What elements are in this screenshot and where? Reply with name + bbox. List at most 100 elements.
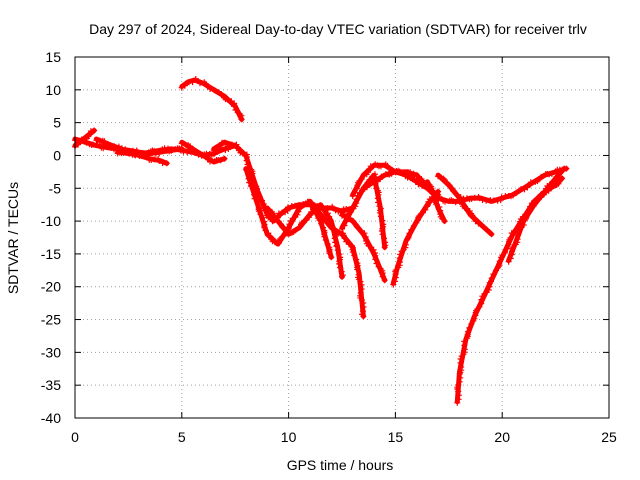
data-point-marker (322, 217, 329, 224)
data-point-marker (271, 239, 278, 246)
y-tick-label: 5 (53, 115, 61, 131)
data-point-marker (321, 233, 328, 240)
data-point-marker (509, 244, 516, 251)
data-point-marker (436, 204, 443, 210)
data-point-marker (471, 315, 478, 322)
data-point-marker (407, 175, 414, 182)
data-point-marker (360, 313, 367, 320)
data-point-marker (408, 226, 415, 233)
y-tick-label: 10 (45, 82, 61, 98)
series-arc-17 (424, 179, 448, 225)
data-point-marker (259, 197, 265, 204)
data-point-marker (244, 161, 251, 168)
data-point-marker (441, 218, 448, 225)
data-point-marker (122, 149, 129, 155)
data-point-marker (433, 201, 440, 208)
data-point-marker (318, 220, 325, 227)
data-point-marker (294, 211, 301, 218)
y-tick-label: -40 (41, 410, 61, 426)
data-point-marker (238, 116, 245, 123)
data-point-marker (178, 140, 185, 147)
data-point-marker (126, 150, 133, 157)
data-point-marker (455, 382, 462, 388)
data-point-marker (378, 173, 385, 180)
data-point-marker (488, 231, 495, 238)
series-arc-11 (339, 212, 388, 284)
x-tick-label: 20 (494, 429, 510, 445)
series-arc-5 (178, 139, 228, 165)
data-point-marker (231, 103, 238, 110)
data-point-marker (335, 208, 342, 215)
data-series (72, 76, 570, 406)
data-point-marker (354, 224, 361, 231)
data-point-marker (207, 86, 214, 92)
data-point-marker (476, 303, 483, 310)
data-point-marker (307, 212, 314, 218)
data-point-marker (339, 273, 345, 280)
data-point-marker (334, 247, 341, 254)
data-point-marker (372, 256, 379, 263)
data-point-marker (379, 273, 386, 280)
data-point-marker (364, 184, 370, 191)
data-point-marker (556, 170, 563, 177)
data-point-marker (221, 155, 228, 162)
data-point-marker (324, 241, 331, 247)
tick-labels: 0 5 10 15 20 25 15 10 5 0 -5 -10 -15 -20 -25 -30 -35 -40 (41, 49, 617, 445)
data-point-marker (210, 147, 217, 154)
series-arc-8 (242, 166, 335, 261)
data-point-marker (214, 144, 221, 151)
data-point-marker (357, 228, 364, 234)
data-point-marker (365, 169, 372, 176)
data-point-marker (524, 212, 530, 219)
data-point-marker (280, 232, 287, 239)
data-point-marker (483, 226, 490, 233)
data-point-marker (367, 163, 374, 170)
data-point-marker (91, 127, 98, 134)
x-tick-label: 15 (388, 429, 404, 445)
y-tick-label: -20 (41, 279, 61, 295)
data-point-marker (454, 399, 461, 406)
data-point-marker (235, 144, 242, 151)
data-point-marker (314, 209, 321, 216)
data-point-marker (360, 186, 367, 193)
series-arc-18 (435, 172, 495, 238)
data-point-marker (435, 173, 442, 180)
series-arc-14 (360, 167, 420, 193)
y-axis-label: SDTVAR / TECUs (5, 182, 21, 294)
data-point-marker (196, 150, 203, 157)
data-point-marker (218, 146, 225, 153)
data-point-marker (286, 221, 293, 228)
data-point-marker (431, 192, 438, 199)
data-point-marker (303, 217, 310, 224)
data-point-marker (461, 338, 468, 345)
data-point-marker (222, 139, 229, 146)
data-point-marker (435, 188, 442, 195)
data-point-marker (225, 97, 231, 103)
data-point-marker (381, 277, 388, 284)
data-point-marker (353, 256, 360, 263)
y-tick-label: -5 (49, 180, 62, 196)
data-point-marker (392, 278, 398, 285)
data-point-marker (454, 191, 461, 198)
data-point-marker (222, 147, 229, 153)
data-point-marker (337, 264, 344, 271)
data-point-marker (341, 235, 348, 242)
data-point-marker (520, 222, 527, 228)
x-tick-label: 5 (178, 429, 186, 445)
data-point-marker (267, 233, 274, 240)
data-point-marker (466, 324, 473, 331)
data-point-marker (457, 194, 464, 201)
data-point-marker (339, 212, 345, 219)
data-point-marker (371, 179, 378, 185)
x-tick-label: 10 (281, 429, 297, 445)
data-point-marker (197, 80, 203, 87)
data-point-marker (559, 175, 565, 182)
y-tick-label: -30 (41, 344, 61, 360)
plot-frame (74, 56, 610, 419)
data-point-marker (259, 214, 266, 221)
data-point-marker (405, 233, 412, 240)
data-point-marker (428, 188, 435, 195)
data-point-marker (257, 211, 264, 218)
data-point-marker (488, 278, 494, 285)
data-point-marker (256, 193, 263, 200)
